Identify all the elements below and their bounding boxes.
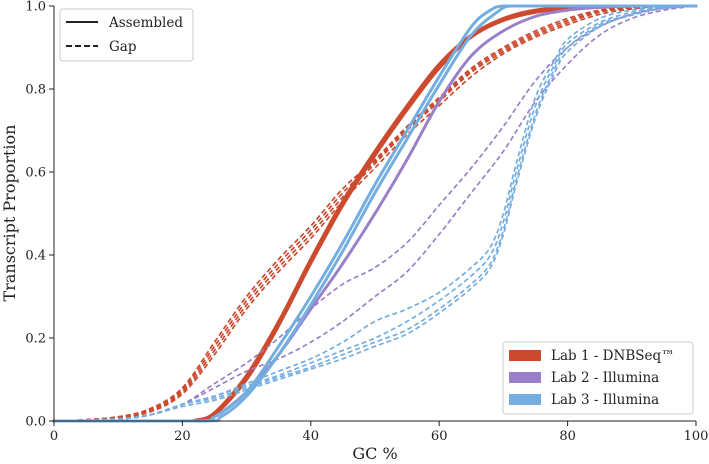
- series-line-lab-3-assembled-a: [52, 4, 698, 423]
- series-line-lab-1-gap-d: [53, 5, 696, 422]
- series-layer: [52, 4, 698, 423]
- y-axis-label: Transcript Proportion: [0, 125, 19, 302]
- color-legend-box: [502, 341, 694, 415]
- series-line-lab-3-gap-d: [53, 5, 697, 422]
- y-tick-label: 0.6: [25, 166, 46, 181]
- y-tick-label: 1.0: [25, 0, 46, 15]
- series-line-lab-1-gap-c: [53, 5, 696, 422]
- legend-assembled-label: Assembled: [108, 15, 183, 31]
- y-tick-label: 0.4: [25, 249, 46, 264]
- x-tick-label: 100: [684, 429, 709, 444]
- series-line-lab-3-gap-a: [53, 5, 697, 422]
- series-line-lab-3-gap-c: [53, 5, 697, 422]
- axis-layer: 0 20 40 60 80 100 0.0 0.2 0.4 0.6 0.8 1.0: [25, 0, 708, 444]
- x-tick-label: 40: [303, 429, 320, 444]
- legend-lab2-swatch: [509, 372, 541, 383]
- legend-lab2-label: Lab 2 - Illumina: [551, 370, 659, 386]
- series-line-lab-1-gap-b: [53, 5, 696, 422]
- legend-lab3-swatch: [509, 394, 541, 405]
- y-tick-label: 0.8: [25, 83, 46, 98]
- color-legend: Lab 1 - DNBSeq™ Lab 2 - Illumina Lab 3 -…: [502, 341, 694, 415]
- x-axis-label: GC %: [352, 444, 397, 463]
- x-tick-label: 20: [174, 429, 191, 444]
- series-line-lab-3-gap-b: [53, 5, 697, 422]
- legend-lab3-label: Lab 3 - Illumina: [551, 392, 659, 408]
- legend-gap-label: Gap: [109, 39, 136, 55]
- x-tick-label: 0: [50, 429, 58, 444]
- style-legend: Assembled Gap: [59, 8, 194, 62]
- series-line-lab-3-assembled-b: [52, 4, 698, 423]
- series-line-lab-1-gap-a: [53, 5, 696, 422]
- y-tick-label: 0.2: [25, 332, 46, 347]
- x-tick-label: 60: [431, 429, 448, 444]
- x-tick-label: 80: [559, 429, 576, 444]
- legend-lab1-label: Lab 1 - DNBSeq™: [551, 348, 675, 364]
- y-tick-label: 0.0: [25, 415, 46, 430]
- legend-lab1-swatch: [509, 350, 541, 361]
